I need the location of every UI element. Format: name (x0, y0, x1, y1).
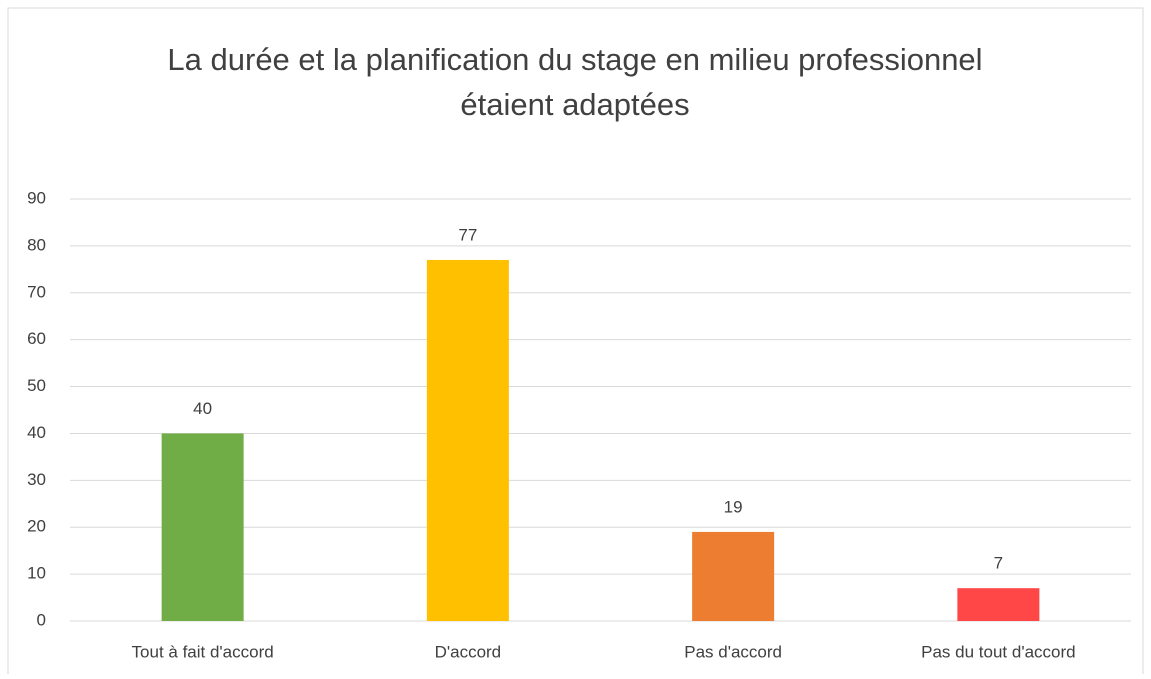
data-label: 19 (724, 497, 743, 516)
data-label: 77 (458, 225, 477, 244)
y-tick-label: 50 (27, 376, 46, 395)
x-tick-label: Pas du tout d'accord (921, 642, 1075, 661)
bar (692, 531, 775, 621)
x-tick-label: D'accord (435, 642, 502, 661)
y-tick-label: 90 (27, 188, 46, 207)
y-tick-label: 20 (27, 517, 46, 536)
y-tick-label: 30 (27, 470, 46, 489)
bar (161, 433, 244, 621)
data-label: 7 (994, 554, 1003, 573)
x-tick-label: Tout à fait d'accord (132, 642, 274, 661)
data-label: 40 (193, 399, 212, 418)
bar (426, 259, 509, 621)
y-tick-label: 70 (27, 282, 46, 301)
y-tick-label: 0 (37, 610, 46, 629)
bar (957, 588, 1040, 621)
y-tick-label: 40 (27, 423, 46, 442)
y-tick-label: 80 (27, 235, 46, 254)
y-tick-label: 10 (27, 564, 46, 583)
x-tick-label: Pas d'accord (684, 642, 782, 661)
chart-title: étaient adaptées (460, 87, 689, 122)
chart-title: La durée et la planification du stage en… (167, 42, 982, 77)
y-tick-label: 60 (27, 329, 46, 348)
